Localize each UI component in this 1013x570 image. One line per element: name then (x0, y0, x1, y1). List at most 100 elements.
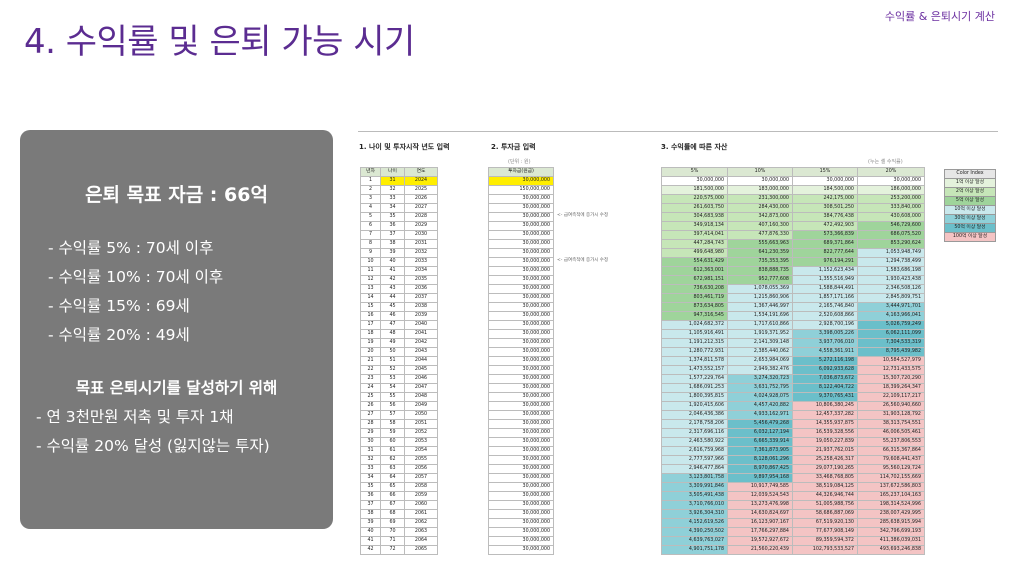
table-row: 220,575,000 231,300,000 242,175,000 253,200… (661, 194, 925, 204)
legend-row: 1억 이상 달성 (944, 178, 996, 188)
asset-cell: 5,272,116,198 (792, 356, 858, 366)
year-index-cell: 22 (360, 365, 381, 375)
asset-cell: 2,317,696,116 (661, 428, 728, 438)
table-row: 36 66 2059 (360, 491, 438, 501)
table-row: 181,500,000 183,000,000 184,500,000 186,000… (661, 185, 925, 195)
legend-row: 100억 이상 달성 (944, 232, 996, 242)
asset-cell: 2,385,440,062 (727, 347, 793, 357)
asset-cell: 21,560,220,439 (727, 545, 793, 555)
table-row: 1,577,229,764 3,274,320,723 7,036,873,672 1… (661, 374, 925, 384)
asset-cell: 397,414,041 (661, 230, 728, 240)
asset-cell: 184,500,000 (792, 185, 858, 195)
year-cell: 2064 (404, 536, 438, 546)
asset-cell: 10,917,749,585 (727, 482, 793, 492)
year-cell: 2049 (404, 401, 438, 411)
asset-cell: 2,946,477,864 (661, 464, 728, 474)
table-row: 18 48 2041 (360, 329, 438, 339)
investment-cell: 30,000,000 (488, 266, 554, 276)
investment-cell: 30,000,000 (488, 203, 554, 213)
year-index-cell: 40 (360, 527, 381, 537)
asset-cell: 9,370,765,431 (792, 392, 858, 402)
table-row: 2,777,597,966 8,128,061,296 25,258,426,317… (661, 455, 925, 465)
age-cell: 72 (380, 545, 405, 555)
age-cell: 31 (380, 176, 405, 186)
spreadsheet-image: 1. 나이 및 투자시작 년도 입력 2. 투자금 입력 3. 수익률에 따른 … (358, 131, 998, 555)
year-cell: 2037 (404, 293, 438, 303)
table-row: 3,123,801,758 9,897,954,168 33,468,768,805… (661, 473, 925, 483)
year-cell: 2055 (404, 455, 438, 465)
investment-cell: 30,000,000 (488, 302, 554, 312)
table-row: 11 41 2034 (360, 266, 438, 276)
table-row: 20 50 2043 (360, 347, 438, 357)
asset-cell: 873,634,805 (661, 302, 728, 312)
age-cell: 55 (380, 392, 405, 402)
year-index-cell: 9 (360, 248, 381, 258)
year-cell: 2040 (404, 320, 438, 330)
age-cell: 45 (380, 302, 405, 312)
year-index-cell: 25 (360, 392, 381, 402)
year-cell: 2025 (404, 185, 438, 195)
slide-title: 4. 수익률 및 은퇴 가능 시기 (24, 22, 415, 62)
asset-cell: 1,686,091,253 (661, 383, 728, 393)
age-cell: 50 (380, 347, 405, 357)
age-cell: 69 (380, 518, 405, 528)
table-row: 2,046,436,386 4,933,162,971 12,457,337,282… (661, 410, 925, 420)
asset-cell: 25,258,426,317 (792, 455, 858, 465)
table-row: 304,683,938 342,873,000 384,776,438 430,608… (661, 212, 925, 222)
year-index-cell: 11 (360, 266, 381, 276)
asset-cell: 51,005,988,756 (792, 500, 858, 510)
section-title-age: 1. 나이 및 투자시작 년도 입력 (359, 143, 450, 151)
year-cell: 2038 (404, 302, 438, 312)
asset-cell: 546,729,600 (857, 221, 925, 231)
year-index-cell: 20 (360, 347, 381, 357)
year-index-cell: 23 (360, 374, 381, 384)
year-index-cell: 37 (360, 500, 381, 510)
year-index-cell: 8 (360, 239, 381, 249)
age-cell: 64 (380, 473, 405, 483)
legend-item: 30억 이상 달성 (944, 214, 996, 224)
table-row: 10 40 2033 (360, 257, 438, 267)
asset-cell: 14,355,937,875 (792, 419, 858, 429)
year-cell: 2031 (404, 239, 438, 249)
asset-cell: 1,078,055,369 (727, 284, 793, 294)
investment-cell: 30,000,000 (488, 545, 554, 555)
table-row: 42 72 2065 (360, 545, 438, 555)
investment-cell: 30,000,000 (488, 176, 554, 186)
investment-cell: 30,000,000 (488, 311, 554, 321)
asset-cell: 333,840,000 (857, 203, 925, 213)
asset-cell: 304,683,938 (661, 212, 728, 222)
section-title-invest: 2. 투자금 입력 (491, 143, 536, 151)
unit-note: (단위 : 원) (508, 159, 531, 165)
asset-cell: 17,766,297,884 (727, 527, 793, 537)
table-row: 21 51 2044 (360, 356, 438, 366)
year-index-cell: 13 (360, 284, 381, 294)
asset-cell: 853,290,624 (857, 239, 925, 249)
age-cell: 58 (380, 419, 405, 429)
asset-cell: 4,163,966,041 (857, 311, 925, 321)
asset-cell: 38,313,754,551 (857, 419, 925, 429)
table-row: 1,024,682,372 1,717,610,866 2,928,700,196 5… (661, 320, 925, 330)
asset-cell: 6,092,933,628 (792, 365, 858, 375)
table-row: 261,603,750 284,430,000 308,501,250 333,840… (661, 203, 925, 213)
table-row: 4,639,763,027 19,572,927,672 89,359,594,37… (661, 536, 925, 546)
year-index-cell: 36 (360, 491, 381, 501)
table-row: 30,000,000 (488, 311, 554, 321)
table-row: 672,981,151 952,777,608 1,355,516,949 1,930… (661, 275, 925, 285)
table-row: 30,000,000 (488, 257, 554, 267)
year-cell: 2046 (404, 374, 438, 384)
asset-cell: 2,141,309,148 (727, 338, 793, 348)
invest-header: 투자금(원금) (488, 167, 554, 177)
table-row: 15 45 2038 (360, 302, 438, 312)
age-cell: 48 (380, 329, 405, 339)
table-row: 397,414,041 477,876,330 573,366,839 686,075… (661, 230, 925, 240)
table-row: 30,000,000 (488, 221, 554, 231)
asset-cell: 4,639,763,027 (661, 536, 728, 546)
age-cell: 51 (380, 356, 405, 366)
age-cell: 32 (380, 185, 405, 195)
investment-cell: 30,000,000 (488, 374, 554, 384)
asset-cell: 6,062,111,099 (857, 329, 925, 339)
asset-cell: 102,793,533,527 (792, 545, 858, 555)
year-index-cell: 39 (360, 518, 381, 528)
table-row: 1,920,415,606 4,457,420,882 10,806,380,245… (661, 401, 925, 411)
table-row: 37 67 2060 (360, 500, 438, 510)
